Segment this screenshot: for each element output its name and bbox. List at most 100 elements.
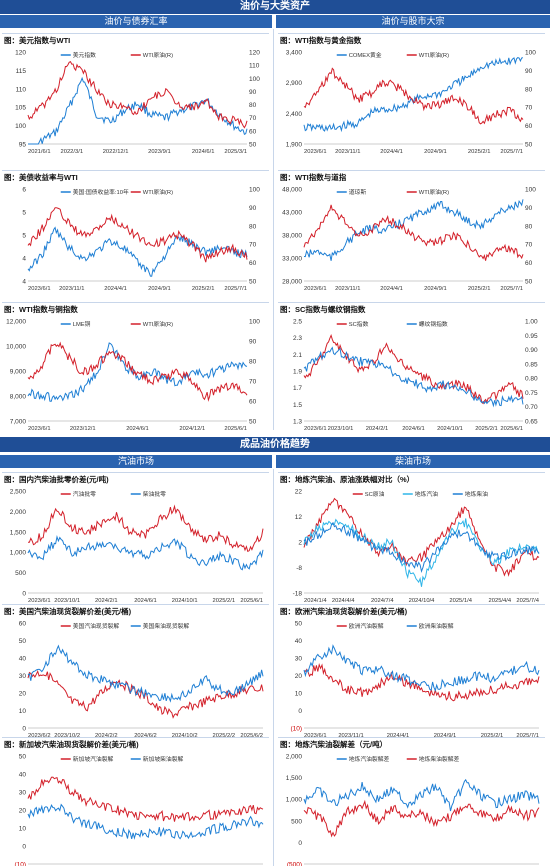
y2-tick-label: 70 bbox=[249, 115, 257, 122]
x-tick-label: 2024/9/1 bbox=[424, 286, 447, 292]
y-tick-label: 60 bbox=[19, 621, 27, 628]
y-tick-label: 110 bbox=[16, 86, 27, 93]
series-line bbox=[27, 226, 248, 277]
chart-title: 图：国内汽柴油批零价差(元/吨) bbox=[4, 475, 109, 484]
x-tick-label: 2025/1/4 bbox=[449, 598, 472, 604]
y2-tick-label: 60 bbox=[525, 123, 533, 130]
x-tick-label: 2025/2/1 bbox=[468, 286, 491, 292]
chart-title: 图：WTI指数与黄金指数 bbox=[280, 36, 362, 45]
y2-tick-label: 0.70 bbox=[525, 404, 538, 411]
y2-tick-label: 70 bbox=[525, 242, 533, 249]
y2-tick-label: 120 bbox=[249, 50, 260, 57]
y-tick-label: 50 bbox=[295, 621, 303, 628]
section-title-assets: 油价与大类资产 bbox=[0, 0, 550, 14]
legend-label: 地炼汽油 bbox=[415, 490, 438, 498]
x-tick-label: 2022/3/1 bbox=[61, 149, 84, 155]
x-tick-label: 2023/10/1 bbox=[54, 598, 80, 604]
y-tick-label: 1.5 bbox=[293, 402, 302, 409]
y2-tick-label: 50 bbox=[525, 142, 533, 149]
y2-tick-label: 60 bbox=[249, 128, 257, 135]
y2-tick-label: 80 bbox=[249, 223, 257, 230]
x-tick-label: 2024/9/1 bbox=[434, 733, 457, 739]
legend-label: WTI原油(R) bbox=[143, 320, 173, 328]
x-tick-label: 2023/9/1 bbox=[148, 149, 171, 155]
y2-tick-label: 0.95 bbox=[525, 333, 538, 340]
chart-panel: 图：美国汽柴油现货裂解价差(美元/桶) 60 50 40 30 20 10 0 2023/6/2… bbox=[2, 604, 269, 739]
x-tick-label: 2024/4/1 bbox=[104, 286, 127, 292]
x-tick-label: 2025/7/1 bbox=[500, 149, 523, 155]
series-line bbox=[303, 67, 524, 125]
x-tick-label: 2025/6/2 bbox=[240, 733, 263, 739]
chart-panel: 图：美债收益率与WTI 6 5 5 4 4 100 90 80 70 60 50 2023/6/1 202… bbox=[2, 170, 269, 292]
y-tick-label: 38,000 bbox=[282, 233, 302, 240]
series-line bbox=[303, 644, 540, 692]
legend-label: 新加坡汽油裂解 bbox=[73, 755, 114, 763]
x-tick-label: 2023/6/1 bbox=[304, 286, 327, 292]
line-chart: 3,400 2,900 2,400 1,900 100 90 80 70 60 50 2023/6/… bbox=[286, 50, 537, 156]
legend-label: WTI原油(R) bbox=[143, 51, 173, 59]
subhead-stock-commodity: 油价与股市大宗 bbox=[276, 15, 550, 28]
chart-title: 图：美元指数与WTI bbox=[4, 36, 71, 45]
series-line bbox=[303, 799, 540, 838]
x-tick-label: 2023/11/1 bbox=[335, 286, 360, 292]
column-divider-2 bbox=[273, 469, 274, 866]
legend-label: SC原油 bbox=[365, 490, 385, 498]
y2-tick-label: 1.00 bbox=[525, 319, 538, 326]
line-chart: 48,000 43,000 38,000 33,000 28,000 100 90 80 70 6… bbox=[282, 187, 536, 293]
y-tick-label: 0 bbox=[22, 844, 26, 851]
y-tick-label: 10,000 bbox=[6, 344, 26, 351]
series-line bbox=[303, 497, 540, 577]
y2-tick-label: 0.80 bbox=[525, 376, 538, 383]
series-line bbox=[27, 535, 264, 571]
x-tick-label: 2025/7/4 bbox=[516, 598, 539, 604]
x-tick-label: 2025/4/4 bbox=[489, 598, 512, 604]
legend-label: 地炼汽油裂解差 bbox=[349, 755, 390, 763]
series-line bbox=[303, 778, 540, 812]
y-tick-label: 0 bbox=[22, 726, 26, 733]
x-tick-label: 2023/6/1 bbox=[28, 598, 51, 604]
y-tick-label: 20 bbox=[295, 673, 303, 680]
y-tick-label: 10 bbox=[19, 826, 27, 833]
y2-tick-label: 90 bbox=[525, 205, 533, 212]
y-tick-label: 2.3 bbox=[293, 335, 302, 342]
y2-tick-label: 70 bbox=[249, 379, 257, 386]
series-line bbox=[303, 518, 540, 587]
y2-tick-label: 50 bbox=[525, 279, 533, 286]
line-chart: 2,0001,5001,0005000(500)2023/6/102023/10… bbox=[286, 754, 540, 866]
series-line bbox=[27, 61, 248, 129]
y2-tick-label: 0.75 bbox=[525, 390, 538, 397]
chart-panel: 图：SC指数与螺纹钢指数 2.5 2.3 2.1 1.9 1.7 1.5 1.3 1.00 0.9… bbox=[278, 302, 545, 432]
y-tick-label: 5 bbox=[22, 210, 26, 217]
x-tick-label: 2024/4/1 bbox=[387, 733, 410, 739]
y-tick-label: -8 bbox=[296, 565, 302, 572]
y2-tick-label: 0.85 bbox=[525, 361, 538, 368]
x-tick-label: 2025/2/1 bbox=[192, 286, 215, 292]
y-tick-label: 100 bbox=[15, 123, 26, 130]
chart-panel: 图：地炼汽柴油裂解差（元/吨）2,0001,5001,0005000(500)2… bbox=[278, 737, 545, 866]
x-tick-label: 2023/10/2 bbox=[54, 733, 80, 739]
y-tick-label: 40 bbox=[19, 656, 27, 663]
x-tick-label: 2025/6/1 bbox=[224, 426, 247, 432]
y-tick-label: 0 bbox=[298, 840, 302, 847]
legend-label: 美国柴油现货裂解 bbox=[143, 622, 190, 630]
chart-title: 图：美国汽柴油现货裂解价差(美元/桶) bbox=[4, 607, 132, 616]
x-tick-label: 2025/7/1 bbox=[224, 286, 247, 292]
x-tick-label: 2024/4/1 bbox=[380, 286, 403, 292]
x-tick-label: 2025/6/1 bbox=[240, 598, 263, 604]
y2-tick-label: 100 bbox=[249, 319, 260, 326]
y-tick-label: 20 bbox=[19, 808, 27, 815]
x-tick-label: 2025/2/1 bbox=[468, 149, 491, 155]
series-line bbox=[303, 662, 540, 702]
y2-tick-label: 110 bbox=[249, 63, 260, 70]
y-tick-label: 28,000 bbox=[282, 279, 302, 286]
x-tick-label: 2024/2/1 bbox=[366, 426, 389, 432]
y-tick-label: 2,000 bbox=[286, 754, 303, 761]
y-tick-label: 48,000 bbox=[282, 187, 302, 194]
x-tick-label: 2024/10/1 bbox=[172, 598, 198, 604]
series-line bbox=[303, 346, 524, 408]
y-tick-label: 2,500 bbox=[10, 489, 27, 496]
y-tick-label: 6 bbox=[22, 187, 26, 194]
y2-tick-label: 100 bbox=[249, 187, 260, 194]
